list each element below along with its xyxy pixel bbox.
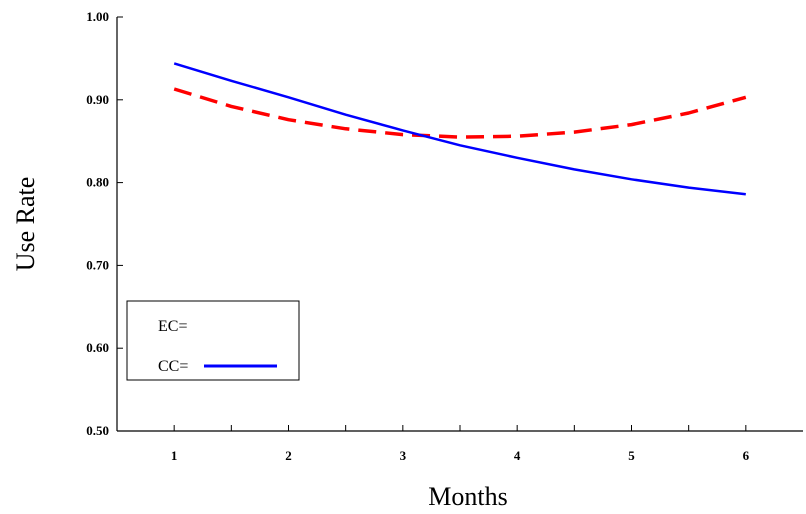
x-axis-title: Months [428, 482, 507, 511]
y-tick-label: 0.80 [86, 175, 109, 190]
x-tick-label: 2 [285, 448, 292, 463]
x-tick-label: 3 [400, 448, 407, 463]
x-tick-label: 5 [628, 448, 635, 463]
series-line-ec [173, 87, 747, 139]
legend-label-cc: CC= [158, 358, 188, 375]
legend: EC= CC= [126, 300, 300, 381]
series-line-cc [173, 62, 746, 196]
x-tick-label: 1 [171, 448, 178, 463]
plot-area [173, 62, 747, 196]
x-tick-label: 6 [743, 448, 750, 463]
y-tick-label: 0.60 [86, 340, 109, 355]
ticks: 0.50 0.60 0.70 0.80 0.90 1.00 1 2 3 4 5 6 [86, 9, 749, 463]
y-tick-label: 0.70 [86, 257, 109, 272]
legend-box [126, 300, 300, 381]
y-axis-title: Use Rate [11, 177, 40, 272]
y-tick-label: 0.50 [86, 423, 109, 438]
y-tick-label: 1.00 [86, 9, 109, 24]
y-tick-label: 0.90 [86, 92, 109, 107]
legend-label-ec: EC= [158, 318, 187, 335]
x-tick-label: 4 [514, 448, 521, 463]
